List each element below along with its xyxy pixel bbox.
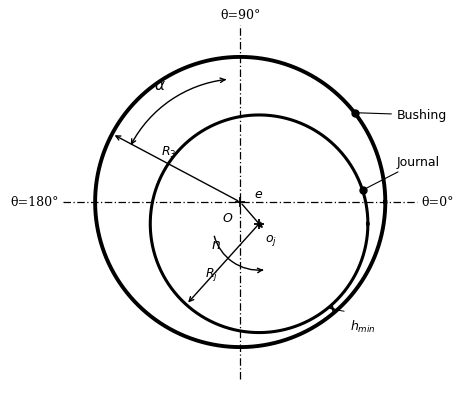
Text: $n$: $n$ — [210, 237, 220, 252]
Text: $o_j$: $o_j$ — [265, 233, 277, 248]
Text: θ=0°: θ=0° — [421, 196, 454, 209]
Text: $R_j$: $R_j$ — [205, 266, 219, 283]
Text: $e$: $e$ — [254, 188, 263, 200]
Text: $O$: $O$ — [222, 211, 233, 224]
Text: $\alpha$: $\alpha$ — [154, 79, 165, 93]
Text: θ=180°: θ=180° — [10, 196, 59, 209]
Text: Bushing: Bushing — [357, 109, 447, 122]
Text: θ=90°: θ=90° — [220, 9, 260, 21]
Text: $h_{min}$: $h_{min}$ — [350, 318, 375, 334]
Text: Journal: Journal — [365, 156, 440, 190]
Text: $R_3$: $R_3$ — [161, 145, 176, 160]
